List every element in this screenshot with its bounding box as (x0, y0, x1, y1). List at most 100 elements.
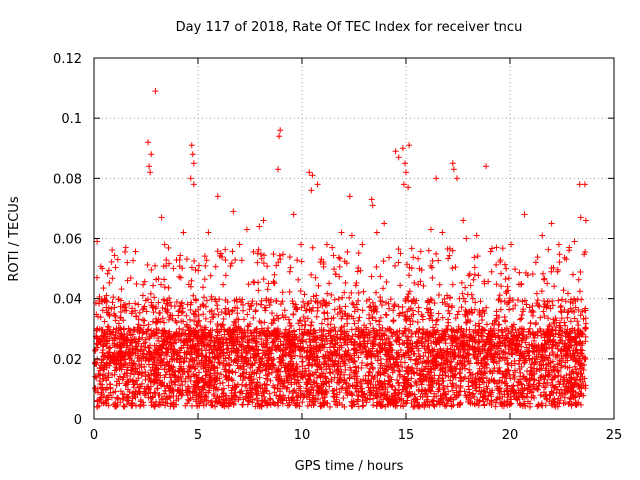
data-point (436, 381, 443, 388)
data-point (105, 267, 112, 274)
data-point (324, 315, 331, 322)
data-point (512, 302, 519, 309)
data-point (445, 255, 452, 262)
data-point (251, 279, 258, 286)
data-point (165, 244, 172, 251)
data-point (550, 366, 557, 373)
data-point (183, 321, 190, 328)
data-point (397, 282, 404, 289)
data-point (279, 347, 286, 354)
data-point (147, 290, 154, 297)
data-point (163, 256, 170, 263)
data-point (534, 297, 541, 304)
data-point (97, 314, 104, 321)
data-point (222, 257, 229, 264)
data-point (270, 279, 277, 286)
data-point (410, 311, 417, 318)
data-point (152, 262, 159, 269)
data-point (132, 307, 139, 314)
data-point (96, 378, 103, 385)
data-point (363, 399, 370, 406)
data-point (296, 317, 303, 324)
data-point (532, 319, 539, 326)
data-point (286, 288, 293, 295)
data-point (545, 246, 552, 253)
data-point (227, 263, 234, 270)
data-point (219, 379, 226, 386)
data-point (331, 296, 338, 303)
data-point (377, 273, 384, 280)
data-point (229, 377, 236, 384)
data-point (226, 362, 233, 369)
data-point (560, 400, 567, 407)
data-point (356, 314, 363, 321)
data-point (342, 303, 349, 310)
data-point (279, 298, 286, 305)
data-point (435, 291, 442, 298)
data-point (149, 318, 156, 325)
data-point (202, 315, 209, 322)
data-point (340, 395, 347, 402)
data-point (250, 314, 257, 321)
data-point (159, 304, 166, 311)
data-point (326, 383, 333, 390)
data-point (355, 297, 362, 304)
data-point (320, 263, 327, 270)
data-point (355, 250, 362, 257)
data-point (557, 302, 564, 309)
data-point (435, 310, 442, 317)
data-point (214, 302, 221, 309)
data-point (265, 280, 272, 287)
data-point (381, 370, 388, 377)
data-point (576, 288, 583, 295)
data-point (133, 280, 140, 287)
data-point (467, 282, 474, 289)
data-point (506, 306, 513, 313)
data-point (406, 272, 413, 279)
data-point (297, 287, 304, 294)
data-point (577, 269, 584, 276)
data-point (271, 389, 278, 396)
data-point (342, 279, 349, 286)
data-point (253, 300, 260, 307)
data-point (314, 307, 321, 314)
data-point (104, 270, 111, 277)
data-point (328, 291, 335, 298)
data-point (446, 252, 453, 259)
data-point (474, 253, 481, 260)
data-point (254, 259, 261, 266)
data-point (527, 319, 534, 326)
data-point (220, 281, 227, 288)
data-point (532, 259, 539, 266)
data-point (515, 361, 522, 368)
data-point (549, 302, 556, 309)
data-point (252, 308, 259, 315)
data-point (302, 307, 309, 314)
data-point (555, 297, 562, 304)
data-point (222, 305, 229, 312)
data-point (366, 368, 373, 375)
data-point (466, 360, 473, 367)
data-point (294, 257, 301, 264)
data-point (526, 304, 533, 311)
data-point (486, 368, 493, 375)
data-point (458, 279, 465, 286)
data-point (368, 360, 375, 367)
data-point (529, 307, 536, 314)
data-point (141, 278, 148, 285)
data-point (556, 251, 563, 258)
data-point (291, 352, 298, 359)
chart-title: Day 117 of 2018, Rate Of TEC Index for r… (176, 20, 523, 35)
data-point (557, 304, 564, 311)
data-point (445, 316, 452, 323)
data-point (144, 261, 151, 268)
data-point (436, 281, 443, 288)
data-point (173, 256, 180, 263)
data-point (191, 257, 198, 264)
data-point (99, 307, 106, 314)
data-point (420, 282, 427, 289)
data-point (329, 244, 336, 251)
data-point (326, 280, 333, 287)
data-point (218, 309, 225, 316)
data-point (183, 312, 190, 319)
